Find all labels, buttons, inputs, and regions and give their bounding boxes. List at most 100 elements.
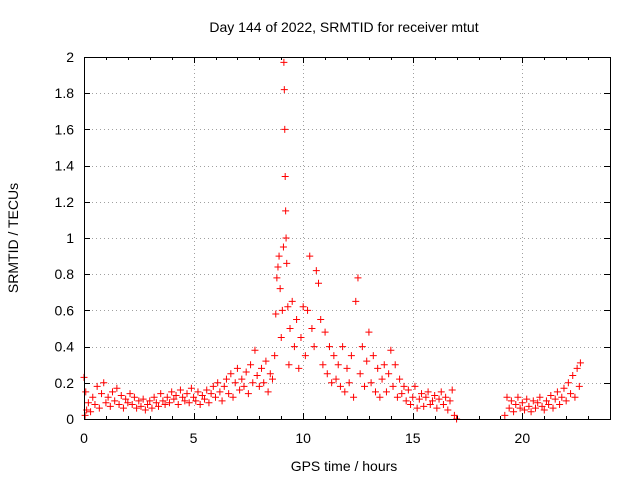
data-point	[433, 404, 441, 412]
data-point	[558, 393, 566, 401]
data-point	[418, 390, 426, 398]
data-point	[277, 334, 285, 342]
data-point	[187, 384, 195, 392]
data-point	[124, 399, 132, 407]
x-tick-labels: 0 5 10 15 20	[80, 430, 530, 446]
data-point	[163, 393, 171, 401]
data-point	[122, 395, 130, 403]
data-point	[126, 390, 134, 398]
data-point	[378, 375, 386, 383]
data-point	[540, 406, 548, 414]
data-point	[556, 401, 564, 409]
y-axis-title: SRMTID / TECUs	[5, 183, 21, 293]
data-point	[281, 125, 289, 133]
data-point	[321, 328, 329, 336]
data-point	[222, 375, 230, 383]
data-point	[179, 393, 187, 401]
data-point	[426, 401, 434, 409]
data-point	[507, 397, 515, 405]
data-point	[501, 411, 509, 419]
y-tick-label: 1.2	[55, 194, 75, 210]
data-point	[130, 393, 138, 401]
data-point	[108, 388, 116, 396]
data-point	[146, 397, 154, 405]
data-point	[567, 390, 575, 398]
data-point	[516, 404, 524, 412]
data-point	[562, 397, 570, 405]
data-point	[93, 382, 101, 390]
data-point	[111, 397, 119, 405]
data-point	[382, 388, 390, 396]
data-point	[207, 390, 215, 398]
y-tick-label: 0.6	[55, 302, 75, 318]
data-point	[155, 402, 163, 410]
data-point	[183, 390, 191, 398]
data-point	[411, 382, 419, 390]
data-point	[119, 404, 127, 412]
data-point	[104, 393, 112, 401]
x-tick-label: 10	[295, 430, 311, 446]
data-point	[505, 404, 513, 412]
data-point	[91, 401, 99, 409]
data-point	[361, 382, 369, 390]
data-point	[278, 306, 286, 314]
data-point	[560, 384, 568, 392]
data-point	[551, 395, 559, 403]
data-point	[371, 388, 379, 396]
data-point	[100, 379, 108, 387]
data-point	[428, 397, 436, 405]
data-point	[576, 359, 584, 367]
data-point	[82, 388, 90, 396]
y-tick-label: 0.2	[55, 375, 75, 391]
x-tick-label: 20	[515, 430, 531, 446]
data-point	[352, 297, 360, 305]
data-point	[448, 386, 456, 394]
data-point	[323, 370, 331, 378]
data-point	[538, 402, 546, 410]
data-point	[529, 397, 537, 405]
data-point	[396, 375, 404, 383]
data-point	[387, 346, 395, 354]
data-point	[274, 263, 282, 271]
y-tick-label: 1	[66, 230, 74, 246]
chart-title: Day 144 of 2022, SRMTID for receiver mtu…	[209, 19, 478, 35]
data-point	[365, 328, 373, 336]
x-tick-label: 15	[405, 430, 421, 446]
data-point	[280, 86, 288, 94]
data-point	[281, 172, 289, 180]
data-point	[264, 388, 272, 396]
data-point	[176, 386, 184, 394]
data-point	[106, 402, 114, 410]
data-point	[369, 352, 377, 360]
data-point	[266, 370, 274, 378]
data-point	[442, 393, 450, 401]
data-point	[310, 343, 318, 351]
data-point	[518, 399, 526, 407]
data-point	[139, 395, 147, 403]
data-point	[240, 382, 248, 390]
data-point	[385, 370, 393, 378]
data-point	[285, 361, 293, 369]
data-point	[205, 399, 213, 407]
data-point	[272, 310, 280, 318]
data-point	[450, 411, 458, 419]
data-point	[236, 386, 244, 394]
data-point	[328, 379, 336, 387]
data-point	[435, 395, 443, 403]
data-point	[95, 404, 103, 412]
data-point	[201, 395, 209, 403]
data-point	[225, 390, 233, 398]
data-point	[214, 379, 222, 387]
data-point	[87, 408, 95, 416]
data-point	[81, 411, 89, 419]
data-point	[102, 399, 110, 407]
data-point	[247, 361, 255, 369]
data-point	[209, 382, 217, 390]
data-point	[231, 379, 239, 387]
data-point	[242, 368, 250, 376]
data-point	[542, 397, 550, 405]
data-point	[233, 364, 241, 372]
data-point	[218, 397, 226, 405]
data-point	[439, 401, 447, 409]
data-point	[330, 352, 338, 360]
